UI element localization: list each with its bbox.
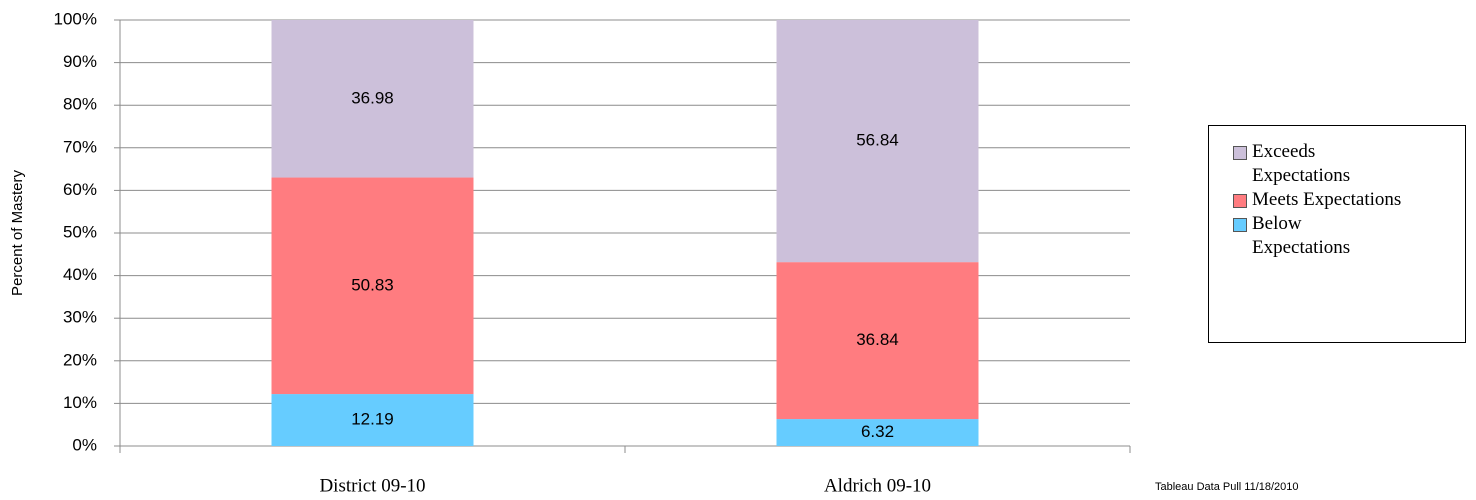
y-tick-label: 60% <box>63 180 97 199</box>
y-tick-label: 40% <box>63 265 97 284</box>
legend-entry: Exceeds Expectations <box>1233 140 1465 188</box>
x-tick-label: District 09-10 <box>319 475 425 496</box>
data-label: 36.84 <box>856 330 899 349</box>
data-label: 56.84 <box>856 131 899 150</box>
bar-segment <box>776 419 979 446</box>
data-label: 12.19 <box>351 410 394 429</box>
y-tick-label: 0% <box>72 435 97 454</box>
legend-label: Below Expectations <box>1252 213 1351 258</box>
legend: Exceeds Expectations Meets Expectations Be… <box>1208 125 1466 343</box>
legend-entry: Meets Expectations <box>1233 188 1465 212</box>
bar-segment <box>776 20 979 263</box>
legend-entry: Below Expectations <box>1233 212 1465 260</box>
bar-segment <box>271 394 474 446</box>
y-tick-label: 10% <box>63 393 97 412</box>
y-tick-label: 50% <box>63 222 97 241</box>
data-label: 6.32 <box>861 422 894 441</box>
bar-segment <box>776 262 979 420</box>
legend-label: Exceeds Expectations <box>1252 141 1351 186</box>
data-label: 36.98 <box>351 88 394 107</box>
y-tick-label: 30% <box>63 308 97 327</box>
legend-swatch <box>1233 194 1247 208</box>
legend-swatch <box>1233 218 1247 232</box>
bar-segment <box>271 20 474 178</box>
y-tick-label: 100% <box>54 9 97 28</box>
data-label: 50.83 <box>351 275 394 294</box>
y-axis-label: Percent of Mastery <box>9 170 26 296</box>
y-tick-label: 20% <box>63 350 97 369</box>
y-tick-label: 80% <box>63 95 97 114</box>
note: Tableau Data Pull 11/18/2010 <box>1155 481 1299 493</box>
bar-segment <box>271 177 474 395</box>
legend-swatch <box>1233 146 1247 160</box>
x-tick-label: Aldrich 09-10 <box>824 475 931 496</box>
legend-label: Meets Expectations <box>1252 189 1402 210</box>
y-tick-label: 70% <box>63 137 97 156</box>
y-tick-label: 90% <box>63 52 97 71</box>
